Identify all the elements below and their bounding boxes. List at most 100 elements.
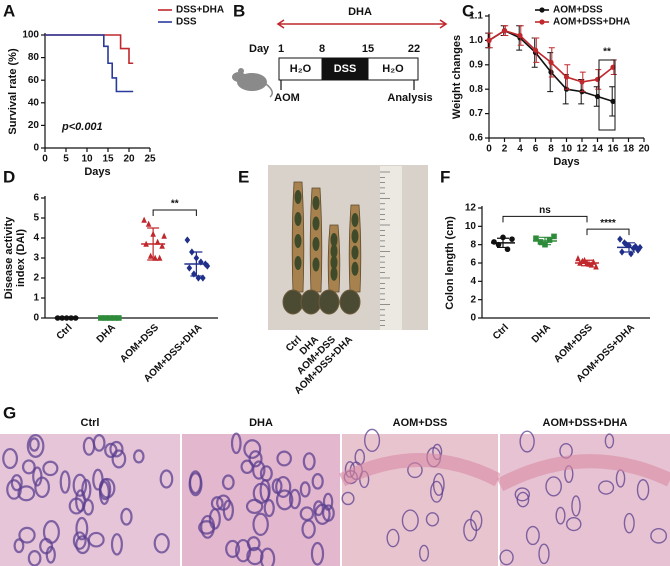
y-tick-label: 1.1 xyxy=(469,11,483,22)
colon-content xyxy=(351,261,359,276)
data-point xyxy=(537,239,544,245)
crypt xyxy=(538,543,550,565)
crypt xyxy=(109,440,124,458)
data-point xyxy=(610,98,616,104)
phase-label: H₂O xyxy=(382,63,404,75)
crypt xyxy=(82,436,96,456)
data-point xyxy=(628,250,634,258)
x-axis-label: Days xyxy=(84,166,110,178)
crypt xyxy=(288,488,301,510)
crypt xyxy=(598,480,615,495)
crypt xyxy=(313,500,324,517)
day-number: 22 xyxy=(408,43,420,55)
y-tick-label: 5 xyxy=(33,213,39,224)
colon-content xyxy=(294,234,302,248)
x-tick-label: 18 xyxy=(623,144,635,155)
crypt xyxy=(246,536,261,552)
crypt xyxy=(252,460,266,480)
crypt xyxy=(240,459,254,475)
x-tick-label: 6 xyxy=(533,144,539,155)
crypt xyxy=(72,531,87,550)
crypt xyxy=(75,516,89,541)
series-line xyxy=(45,34,134,65)
crypt xyxy=(28,437,40,452)
x-axis-label: Days xyxy=(553,156,579,168)
y-tick-label: 2 xyxy=(33,273,39,284)
y-tick-label: 60 xyxy=(28,75,40,86)
data-point xyxy=(575,255,581,262)
colon-content xyxy=(330,233,338,247)
x-tick-label: Ctrl xyxy=(491,322,511,342)
sd-bar xyxy=(497,237,509,249)
crypt xyxy=(110,533,123,556)
phase-label: DSS xyxy=(334,63,357,75)
crypt xyxy=(17,485,36,502)
data-point xyxy=(186,264,193,272)
crypt xyxy=(364,428,381,453)
crypt xyxy=(32,466,43,487)
data-point xyxy=(617,235,623,243)
crypt xyxy=(6,479,22,500)
y-tick-label: 6 xyxy=(470,258,476,269)
colon-content xyxy=(312,257,320,272)
colon-content xyxy=(330,266,338,281)
crypt xyxy=(87,531,105,548)
muscle-band xyxy=(496,454,670,492)
data-point xyxy=(551,233,557,240)
significance-label: ** xyxy=(603,47,611,58)
image-title: Ctrl xyxy=(81,417,100,429)
colon-content xyxy=(330,244,338,259)
y-tick-label: 4 xyxy=(33,233,39,244)
data-point xyxy=(610,64,616,70)
data-point xyxy=(184,236,191,244)
data-point xyxy=(563,74,570,80)
ruler xyxy=(380,166,402,330)
crypt xyxy=(120,507,133,526)
data-point xyxy=(509,236,515,242)
crypt xyxy=(225,539,241,558)
colon-content xyxy=(294,190,302,204)
data-point xyxy=(619,248,625,256)
colon-content xyxy=(312,196,320,210)
significance-label: **** xyxy=(600,218,616,229)
panel-label: C xyxy=(462,1,474,20)
y-axis-label: Survival rate (%) xyxy=(7,48,19,135)
p-value: p<0.001 xyxy=(61,121,103,133)
x-tick-label: 10 xyxy=(561,144,573,155)
y-tick-label: 1.0 xyxy=(469,35,483,46)
sd-bar xyxy=(581,259,593,267)
data-point xyxy=(630,244,637,252)
y-tick-label: 0.7 xyxy=(469,108,483,119)
y-axis-label: index (DAI) xyxy=(15,229,27,287)
y-tick-label: 0.6 xyxy=(469,133,483,144)
crypt xyxy=(386,528,400,548)
y-tick-label: 0 xyxy=(470,313,476,324)
colon-content xyxy=(330,255,338,270)
significance-bracket xyxy=(586,228,630,236)
x-tick-label: Ctrl xyxy=(55,322,75,342)
crypt xyxy=(243,439,262,459)
crypt xyxy=(341,491,355,506)
crypt xyxy=(133,449,145,464)
dha-arrow xyxy=(276,19,448,29)
legend-label: DSS+DHA xyxy=(176,5,224,16)
y-tick-label: 80 xyxy=(28,52,40,63)
crypt xyxy=(200,514,216,539)
data-point xyxy=(635,246,641,254)
image-title: AOM+DSS+DHA xyxy=(543,417,628,429)
crypt xyxy=(299,506,315,522)
x-tick-label: 15 xyxy=(102,154,114,165)
crypt xyxy=(321,504,335,522)
crypt xyxy=(259,547,276,566)
crypt xyxy=(275,475,292,498)
crypt xyxy=(271,478,283,494)
panel-label: A xyxy=(3,1,15,20)
y-tick-label: 0.9 xyxy=(469,59,483,70)
data-point xyxy=(593,263,599,270)
data-point xyxy=(145,220,152,227)
crypt xyxy=(252,512,269,537)
crypt xyxy=(21,459,36,475)
y-tick-label: 0 xyxy=(33,143,39,154)
colon-content xyxy=(294,212,302,226)
